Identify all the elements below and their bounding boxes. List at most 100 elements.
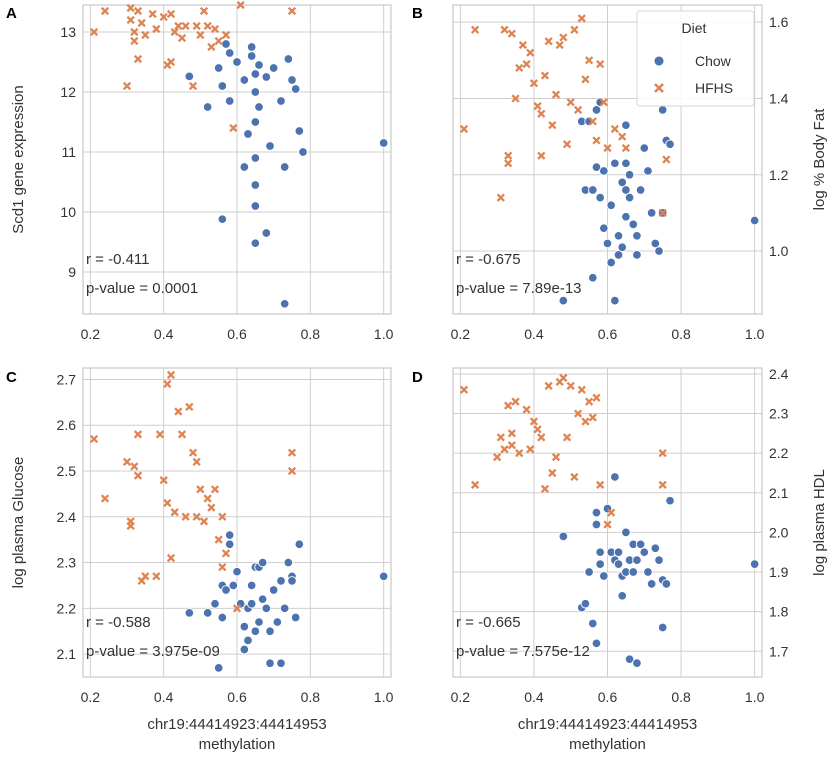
x-tick-label: 0.4 — [154, 326, 174, 342]
y-axis-title: log % Body Fat — [811, 108, 828, 211]
panel-letter: B — [412, 5, 423, 22]
hfhs-point — [470, 480, 480, 489]
hfhs-point — [511, 397, 520, 406]
hfhs-point — [181, 21, 190, 31]
hfhs-point — [551, 453, 561, 462]
hfhs-point — [566, 381, 575, 390]
y-tick-label: 2.5 — [57, 463, 77, 479]
chow-point — [276, 658, 286, 669]
hfhs-point — [577, 385, 586, 394]
chow-point — [261, 228, 272, 238]
hfhs-point — [507, 29, 516, 38]
chow-point — [613, 250, 624, 260]
hfhs-point — [518, 40, 528, 50]
hfhs-point — [203, 21, 212, 31]
hfhs-point — [540, 71, 550, 80]
chow-point — [588, 185, 598, 195]
hfhs-point — [133, 54, 143, 64]
hfhs-point — [522, 60, 531, 69]
chow-point — [643, 567, 653, 577]
hfhs-point — [207, 503, 216, 512]
chow-point — [621, 211, 631, 222]
hfhs-point — [562, 140, 572, 149]
hfhs-point — [603, 520, 612, 529]
chow-point — [749, 559, 760, 569]
hfhs-point — [100, 494, 110, 503]
hfhs-point — [610, 124, 619, 134]
hfhs-point — [570, 472, 579, 482]
hfhs-point — [177, 430, 187, 439]
hfhs-point — [232, 604, 242, 613]
hfhs-point — [562, 433, 572, 442]
hfhs-point — [470, 25, 480, 34]
legend-label-hfhs: HFHS — [695, 80, 733, 96]
chow-point — [246, 42, 257, 52]
hfhs-point — [192, 457, 201, 466]
chow-point — [246, 599, 257, 609]
chow-point — [213, 663, 224, 673]
series-chow — [558, 97, 760, 306]
chow-point — [217, 81, 228, 91]
chow-point — [621, 185, 631, 195]
chow-point — [621, 120, 631, 130]
hfhs-point — [199, 517, 209, 526]
chow-point — [268, 585, 279, 595]
correlation-r: r = -0.675 — [456, 251, 521, 268]
y-tick-label: 2.6 — [57, 417, 77, 433]
series-chow — [184, 39, 389, 309]
chow-point — [632, 231, 642, 241]
chow-point — [283, 54, 294, 64]
y-tick-label: 1.9 — [769, 564, 789, 580]
hfhs-point — [192, 512, 201, 521]
hfhs-point — [141, 572, 150, 581]
chow-point — [246, 580, 257, 591]
x-tick-label: 0.2 — [451, 689, 471, 705]
hfhs-point — [529, 417, 539, 426]
hfhs-point — [548, 121, 557, 130]
chow-point — [591, 105, 602, 115]
hfhs-point — [166, 57, 176, 67]
chow-point — [239, 644, 250, 655]
chow-point — [224, 530, 235, 540]
chow-point — [232, 566, 242, 577]
hfhs-point — [522, 405, 531, 414]
hfhs-point — [537, 433, 546, 442]
chow-point — [599, 166, 609, 176]
x-tick-label: 0.6 — [227, 689, 247, 705]
gridlines — [453, 5, 762, 314]
chow-point — [643, 166, 653, 176]
chow-point — [584, 567, 594, 577]
chow-point — [595, 547, 605, 557]
hfhs-point — [496, 193, 505, 202]
hfhs-point — [152, 24, 161, 34]
chow-point — [591, 638, 602, 649]
y-tick-label: 2.4 — [57, 509, 77, 525]
hfhs-point — [544, 37, 553, 46]
y-tick-label: 2.3 — [769, 406, 789, 422]
hfhs-point — [515, 449, 524, 458]
hfhs-point — [658, 208, 667, 218]
hfhs-point — [504, 151, 513, 160]
chow-point — [632, 250, 642, 260]
hfhs-point — [218, 512, 227, 521]
chow-point — [272, 617, 283, 627]
x-tick-label: 0.2 — [81, 689, 101, 705]
x-tick-label: 0.4 — [154, 689, 174, 705]
x-tick-label: 1.0 — [745, 326, 765, 342]
chow-point — [290, 612, 301, 623]
x-tick-label: 0.8 — [671, 689, 691, 705]
chow-point — [254, 617, 264, 627]
chow-point — [621, 527, 631, 538]
hfhs-point — [210, 485, 220, 494]
legend-hfhs-marker — [654, 83, 664, 93]
chow-point — [588, 618, 598, 629]
hfhs-point — [214, 36, 223, 46]
hfhs-point — [133, 430, 143, 439]
y-tick-label: 2.1 — [769, 485, 789, 501]
chow-point — [261, 72, 272, 82]
chow-point — [602, 238, 613, 249]
chow-point — [665, 495, 675, 506]
y-axis-title: log plasma Glucose — [10, 457, 27, 589]
hfhs-point — [658, 480, 667, 489]
chow-point — [202, 608, 213, 618]
